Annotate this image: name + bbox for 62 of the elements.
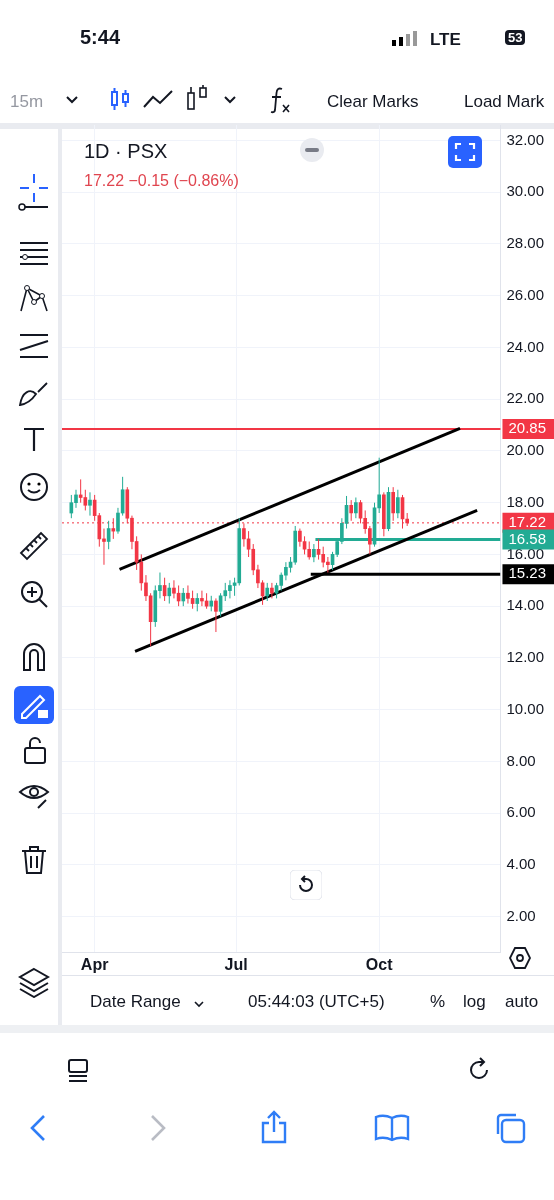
y-tick-label: 6.00 <box>506 803 536 821</box>
x-tick-label: Oct <box>365 955 394 973</box>
candlestick <box>354 497 358 519</box>
candlestick <box>312 543 316 563</box>
candlestick <box>279 572 284 592</box>
ref-line-label: 17.22 <box>508 513 547 530</box>
x-tick-label: Apr <box>80 955 109 973</box>
x-tick-label: Jul <box>224 955 248 973</box>
y-tick-label: 26.00 <box>506 285 545 303</box>
text: % <box>430 992 446 1012</box>
candlestick <box>186 584 190 605</box>
y-tick-label: 2.00 <box>506 906 536 924</box>
candlestick <box>321 546 326 568</box>
y-tick-label: 16.00 <box>506 544 545 562</box>
text: 17.22 −0.15 (−0.86%) <box>84 172 239 190</box>
y-tick-label: 20.00 <box>506 441 545 459</box>
candlestick <box>116 507 120 535</box>
candlestick <box>284 561 288 581</box>
y-tick-label: 4.00 <box>506 854 536 872</box>
y-tick-label: 14.00 <box>506 596 545 614</box>
text: Load Mark <box>464 92 545 112</box>
candlestick <box>83 489 88 511</box>
text: 5:44 <box>80 26 121 49</box>
candlestick <box>88 491 92 517</box>
candlestick <box>377 457 382 514</box>
text: Clear Marks <box>327 92 419 112</box>
data-label: 16.58 <box>508 529 547 547</box>
candlestick <box>396 489 400 519</box>
text: 1D · PSX <box>84 140 168 163</box>
y-tick-label: 8.00 <box>506 751 536 769</box>
candlestick <box>167 582 172 605</box>
y-tick-label: 18.00 <box>506 492 545 510</box>
y-tick-label: 24.00 <box>506 337 545 355</box>
candlestick <box>307 540 312 561</box>
candlestick <box>214 597 218 633</box>
y-tick-label: 22.00 <box>506 389 545 407</box>
text: 05:44:03 (UTC+5) <box>248 992 385 1012</box>
candlestick <box>270 582 274 599</box>
data-label: 15.23 <box>508 564 547 582</box>
candlestick <box>265 582 270 602</box>
text: 15m <box>10 92 44 112</box>
candlestick <box>251 543 256 576</box>
y-tick-label: 30.00 <box>506 182 545 200</box>
text: 53 <box>505 30 526 45</box>
candlestick <box>102 528 106 566</box>
candlestick <box>181 587 186 607</box>
candlestick <box>172 579 176 599</box>
y-tick-label: 32.00 <box>506 130 545 148</box>
candlestick <box>69 494 74 519</box>
text: auto <box>505 992 539 1012</box>
candlestick <box>298 528 302 548</box>
text: LTE <box>430 30 461 50</box>
candlestick <box>256 564 260 589</box>
text: Date Range <box>90 992 181 1012</box>
y-tick-label: 12.00 <box>506 648 545 666</box>
candlestick <box>349 499 354 522</box>
y-tick-label: 10.00 <box>506 699 545 717</box>
candlestick <box>195 592 200 612</box>
candlestick <box>200 590 204 607</box>
text: log <box>463 992 486 1012</box>
ref-line-label: 20.85 <box>508 419 547 437</box>
y-tick-label: 28.00 <box>506 234 545 252</box>
